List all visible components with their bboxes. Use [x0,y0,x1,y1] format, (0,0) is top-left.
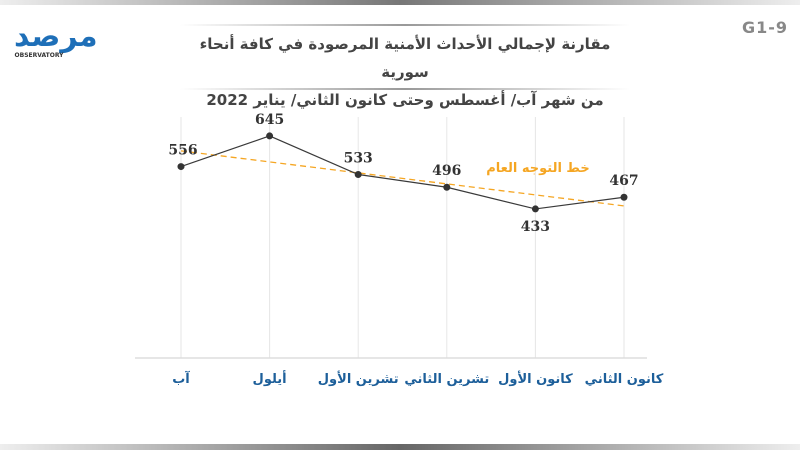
data-point [443,183,451,191]
trendline [180,150,625,207]
bottom-border [0,444,800,450]
x-tick-label: كانون الثاني [585,372,664,387]
logo-subtext: OBSERVATORY [14,52,64,59]
data-point [266,132,274,140]
x-tick-label: أيلول [253,370,287,387]
title-block: مقارنة لإجمالي الأحداث الأمنية المرصودة … [180,24,630,109]
chart-title: مقارنة لإجمالي الأحداث الأمنية المرصودة … [199,35,611,81]
x-tick-label: آب [172,370,190,387]
data-label: 556 [168,143,197,159]
x-tick-label: تشرين الثاني [404,372,489,387]
data-point [354,170,362,178]
data-label: 467 [609,173,638,189]
chart-subtitle: من شهر آب/ أغسطس وحتى كانون الثاني/ يناي… [206,91,604,109]
data-label: 433 [521,219,550,235]
data-point [177,163,185,171]
data-label: 496 [432,163,461,179]
data-point [620,193,628,201]
x-tick-label: كانون الأول [498,370,573,387]
series-line [180,135,625,210]
data-point [531,205,539,213]
data-label: 645 [255,112,284,128]
x-tick-label: تشرين الأول [318,370,399,387]
data-label: 533 [344,150,373,166]
trendline-label: خط التوجه العام [486,161,589,176]
figure-code: G1-9 [741,18,788,37]
top-border [0,0,800,5]
